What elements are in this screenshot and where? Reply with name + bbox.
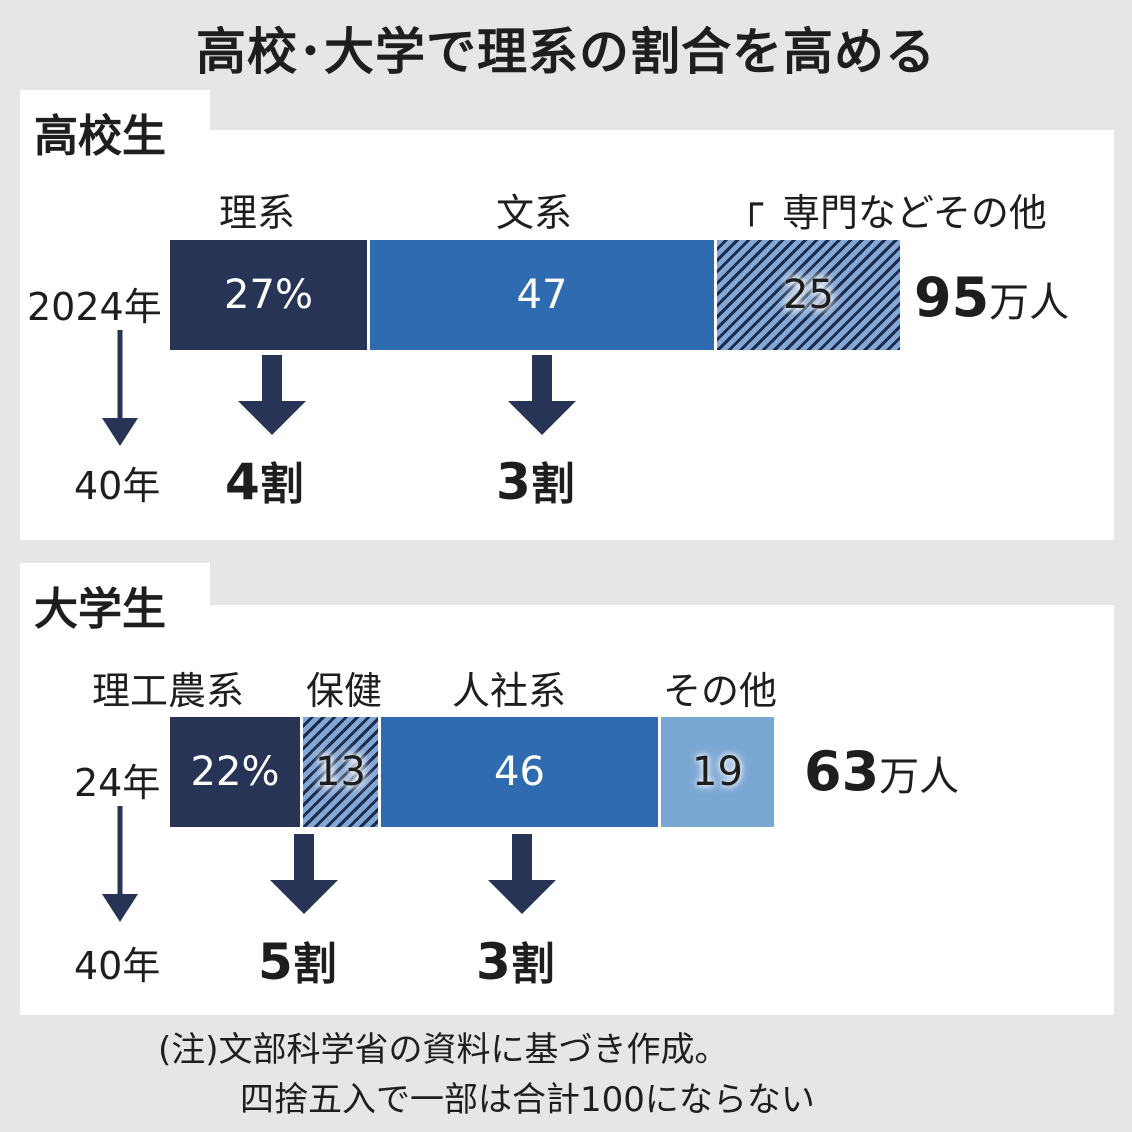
bar-segment: 13: [303, 717, 378, 827]
target-value: 3: [496, 453, 531, 511]
high-school-tab: [20, 90, 210, 150]
arrow-down-icon: [238, 355, 306, 435]
target-unit: 割: [530, 459, 575, 510]
category-label: 文系: [496, 191, 573, 235]
footnote: 四捨五入で一部は合計100にならない: [240, 1080, 815, 1120]
footnote: (注)文部科学省の資料に基づき作成。: [158, 1030, 729, 1070]
target-unit: 割: [510, 939, 555, 990]
target-label: 3割: [476, 928, 555, 992]
arrow-down-icon: [102, 806, 138, 922]
total-unit: 万人: [879, 754, 960, 800]
target-label: 3割: [496, 448, 575, 512]
target-label: 5割: [258, 928, 337, 992]
category-label: 保健: [306, 669, 383, 713]
target-value: 5: [258, 933, 293, 991]
section-label: 高校生: [34, 111, 166, 162]
bar-segment: 47: [370, 240, 714, 350]
arrow-down-icon: [270, 834, 338, 914]
bar-segment: 25: [717, 240, 900, 350]
year-label: 40年: [74, 464, 161, 508]
year-label: 2024年: [27, 285, 162, 329]
arrow-down-icon: [508, 355, 576, 435]
data-label: 47: [516, 272, 568, 318]
target-value: 4: [225, 453, 260, 511]
data-label: 27%: [224, 272, 313, 318]
bar-segment: 27%: [170, 240, 367, 350]
data-label: 25: [783, 272, 834, 318]
data-label: 46: [494, 749, 545, 795]
bar-segment: 46: [381, 717, 658, 827]
year-label: 24年: [74, 761, 161, 805]
bar-segment: 19: [661, 717, 774, 827]
bar-segment: 22%: [170, 717, 300, 827]
category-label: 理工農系: [92, 669, 245, 713]
target-unit: 割: [259, 459, 304, 510]
category-label: その他: [663, 669, 778, 713]
total-label: 95万人: [914, 266, 1069, 329]
section-label: 大学生: [34, 584, 166, 635]
category-label: 専門などその他: [782, 191, 1047, 235]
data-label: 22%: [190, 749, 280, 795]
target-value: 3: [476, 933, 511, 991]
chart-title: 高校･大学で理系の割合を高める: [196, 23, 936, 81]
year-label: 40年: [74, 944, 161, 988]
category-label: 人社系: [452, 669, 567, 713]
category-label-bracket: ┌: [740, 182, 763, 226]
arrow-down-icon: [102, 330, 138, 446]
university-tab: [20, 563, 210, 623]
data-label: 13: [315, 749, 366, 795]
total-unit: 万人: [989, 280, 1070, 326]
target-label: 4割: [225, 448, 304, 512]
total-value: 95: [914, 266, 990, 329]
total-label: 63万人: [804, 740, 959, 803]
category-label: 理系: [219, 191, 296, 235]
arrow-down-icon: [488, 834, 556, 914]
data-label: 19: [692, 749, 743, 795]
target-unit: 割: [292, 939, 337, 990]
total-value: 63: [804, 740, 880, 803]
